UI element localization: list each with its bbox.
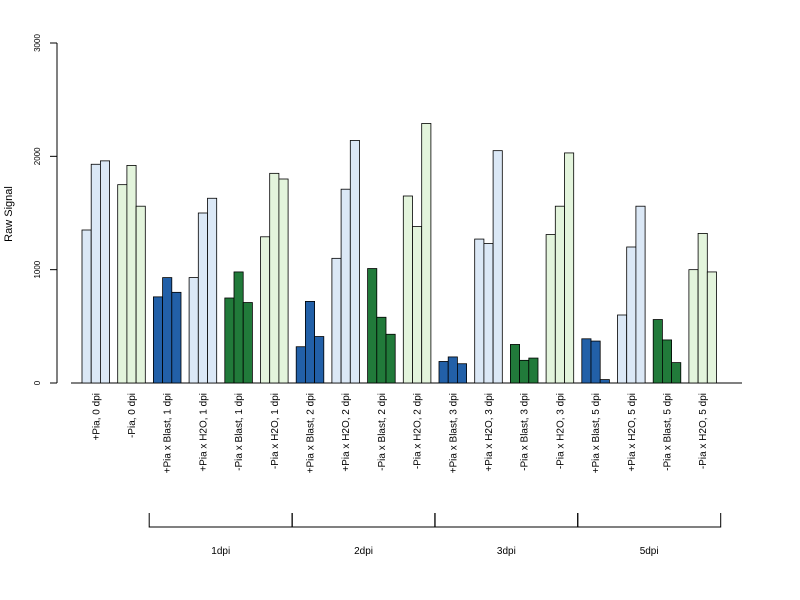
bar — [242, 302, 253, 384]
bar — [599, 379, 610, 384]
bar — [162, 277, 173, 384]
bar — [581, 338, 592, 384]
bar — [483, 243, 494, 384]
bar — [474, 238, 485, 384]
bar — [207, 197, 218, 384]
bar — [197, 212, 208, 384]
bar — [314, 336, 325, 384]
bar — [278, 178, 289, 384]
bar — [590, 340, 601, 384]
bar — [402, 195, 413, 384]
x-tick-label: +Pia x Blast, 5 dpi — [591, 393, 602, 473]
group-bracket — [291, 513, 436, 528]
bar — [635, 205, 646, 384]
bar — [171, 291, 182, 384]
group-bracket — [434, 513, 579, 528]
bar — [224, 297, 235, 384]
x-tick-label: -Pia x H2O, 1 dpi — [270, 393, 281, 469]
group-label: 3dpi — [497, 546, 516, 557]
y-axis: 0 1000 2000 3000 — [33, 34, 58, 385]
bar — [90, 163, 101, 384]
x-tick-label: +Pia x H2O, 1 dpi — [198, 393, 209, 472]
bar — [135, 205, 146, 384]
bar — [304, 300, 315, 384]
x-tick-label: -Pia x Blast, 2 dpi — [377, 393, 388, 471]
bar — [554, 205, 565, 384]
bar — [447, 356, 458, 384]
x-tick-label: +Pia x Blast, 3 dpi — [448, 393, 459, 473]
bar — [421, 123, 432, 384]
bar — [260, 236, 271, 384]
bar — [671, 362, 682, 384]
bar — [152, 296, 163, 384]
bar — [697, 232, 708, 384]
y-tick-label: 1000 — [33, 260, 42, 278]
y-axis-label: Raw Signal — [3, 186, 15, 242]
bar — [188, 277, 199, 384]
bar — [528, 357, 539, 384]
bar — [509, 344, 520, 384]
bar — [688, 269, 699, 384]
bar — [492, 150, 503, 384]
x-tick-label: -Pia x Blast, 1 dpi — [234, 393, 245, 471]
bar — [295, 346, 306, 384]
bar — [331, 257, 342, 384]
bar — [456, 363, 467, 384]
bar — [126, 164, 137, 384]
bar — [412, 226, 423, 384]
x-tick-label: -Pia, 0 dpi — [127, 393, 138, 438]
bar — [233, 271, 244, 384]
y-tick-label: 0 — [33, 380, 42, 385]
group-bracket — [577, 513, 722, 528]
x-tick-label: +Pia x Blast, 2 dpi — [306, 393, 317, 473]
group-bracket — [148, 513, 293, 528]
bar — [340, 188, 351, 384]
x-tick-label: -Pia x Blast, 3 dpi — [520, 393, 531, 471]
bars — [81, 123, 717, 384]
y-tick-label: 2000 — [33, 147, 42, 165]
group-brackets: 1dpi 2dpi 3dpi 5dpi — [148, 513, 722, 557]
bar — [564, 152, 575, 384]
bar — [376, 316, 387, 384]
x-tick-label: +Pia, 0 dpi — [91, 393, 102, 441]
bar — [385, 333, 396, 384]
bar — [617, 314, 628, 384]
bar — [545, 234, 556, 384]
bar — [519, 359, 530, 384]
group-label: 2dpi — [354, 546, 373, 557]
bar — [626, 246, 637, 384]
bar — [269, 172, 280, 384]
bar — [652, 319, 663, 384]
bar — [100, 160, 111, 384]
x-tick-label: -Pia x H2O, 5 dpi — [698, 393, 709, 469]
x-tick-label: +Pia x H2O, 5 dpi — [627, 393, 638, 472]
bar — [117, 184, 128, 384]
group-label: 5dpi — [640, 546, 659, 557]
group-label: 1dpi — [211, 546, 230, 557]
bar — [81, 229, 92, 384]
x-tick-label: -Pia x Blast, 5 dpi — [663, 393, 674, 471]
bar — [367, 268, 378, 384]
x-tick-label: +Pia x Blast, 1 dpi — [163, 393, 174, 473]
bar — [706, 271, 717, 384]
y-tick-label: 3000 — [33, 34, 42, 52]
bar — [662, 339, 673, 384]
x-tick-labels: +Pia, 0 dpi -Pia, 0 dpi +Pia x Blast, 1 dp… — [91, 393, 709, 473]
bar — [438, 361, 449, 384]
x-tick-label: -Pia x H2O, 3 dpi — [555, 393, 566, 469]
x-tick-label: +Pia x H2O, 2 dpi — [341, 393, 352, 472]
x-tick-label: +Pia x H2O, 3 dpi — [484, 393, 495, 472]
x-tick-label: -Pia x H2O, 2 dpi — [413, 393, 424, 469]
bar — [349, 140, 360, 384]
